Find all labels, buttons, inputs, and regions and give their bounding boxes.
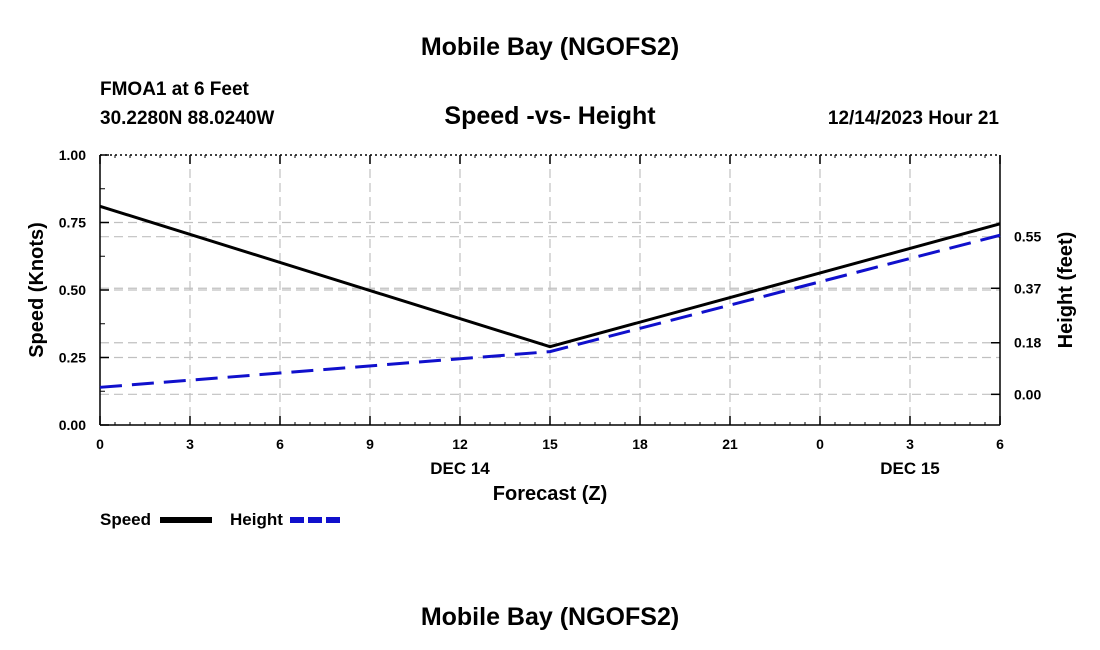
x-axis-ticks: 0 3 6 9 12 15 18 21 0 3 6: [96, 155, 1004, 452]
y2-axis-ticks: 0.00 0.18 0.37 0.55: [991, 229, 1041, 402]
y2-tick-label: 0.55: [1014, 229, 1041, 245]
y-axis-ticks: 0.00 0.25 0.50 0.75 1.00: [59, 147, 109, 433]
x-tick-label: 18: [632, 436, 648, 452]
x-tick-label: 3: [906, 436, 914, 452]
x-tick-label: 3: [186, 436, 194, 452]
y2-tick-label: 0.18: [1014, 335, 1041, 351]
series-line-speed: [99, 204, 1001, 349]
legend-label-speed: Speed: [100, 510, 151, 529]
y-tick-label: 0.00: [59, 417, 86, 433]
date-labels: DEC 14 DEC 15: [430, 459, 940, 478]
x-tick-label: 0: [816, 436, 824, 452]
title-top: Mobile Bay (NGOFS2): [421, 33, 679, 61]
x-tick-label: 12: [452, 436, 468, 452]
y-tick-label: 1.00: [59, 147, 86, 163]
date-label: DEC 15: [880, 459, 940, 478]
y-tick-label: 0.50: [59, 282, 86, 298]
x-axis-label: Forecast (Z): [493, 483, 607, 505]
x-tick-label: 15: [542, 436, 558, 452]
y-tick-label: 0.25: [59, 350, 86, 366]
x-tick-label: 0: [96, 436, 104, 452]
x-tick-label: 21: [722, 436, 738, 452]
x-tick-label: 9: [366, 436, 374, 452]
legend: Speed Height: [100, 510, 342, 529]
series-lines: [99, 204, 1001, 389]
y2-axis-label: Height (feet): [1055, 232, 1077, 349]
x-tick-label: 6: [276, 436, 284, 452]
station-label: FMOA1 at 6 Feet: [100, 79, 250, 100]
y2-tick-label: 0.00: [1014, 386, 1041, 402]
y2-tick-label: 0.37: [1014, 280, 1041, 296]
series-line-height: [99, 233, 1001, 389]
grid-lines: [100, 155, 1000, 425]
date-label: DEC 14: [430, 459, 490, 478]
y-axis-label: Speed (Knots): [26, 222, 48, 358]
title-bottom: Mobile Bay (NGOFS2): [421, 603, 679, 631]
coordinates-label: 30.2280N 88.0240W: [100, 108, 274, 129]
datetime-label: 12/14/2023 Hour 21: [828, 108, 1000, 129]
x-tick-label: 6: [996, 436, 1004, 452]
y-tick-label: 0.75: [59, 215, 86, 231]
legend-label-height: Height: [230, 510, 283, 529]
chart-title: Speed -vs- Height: [444, 102, 656, 130]
